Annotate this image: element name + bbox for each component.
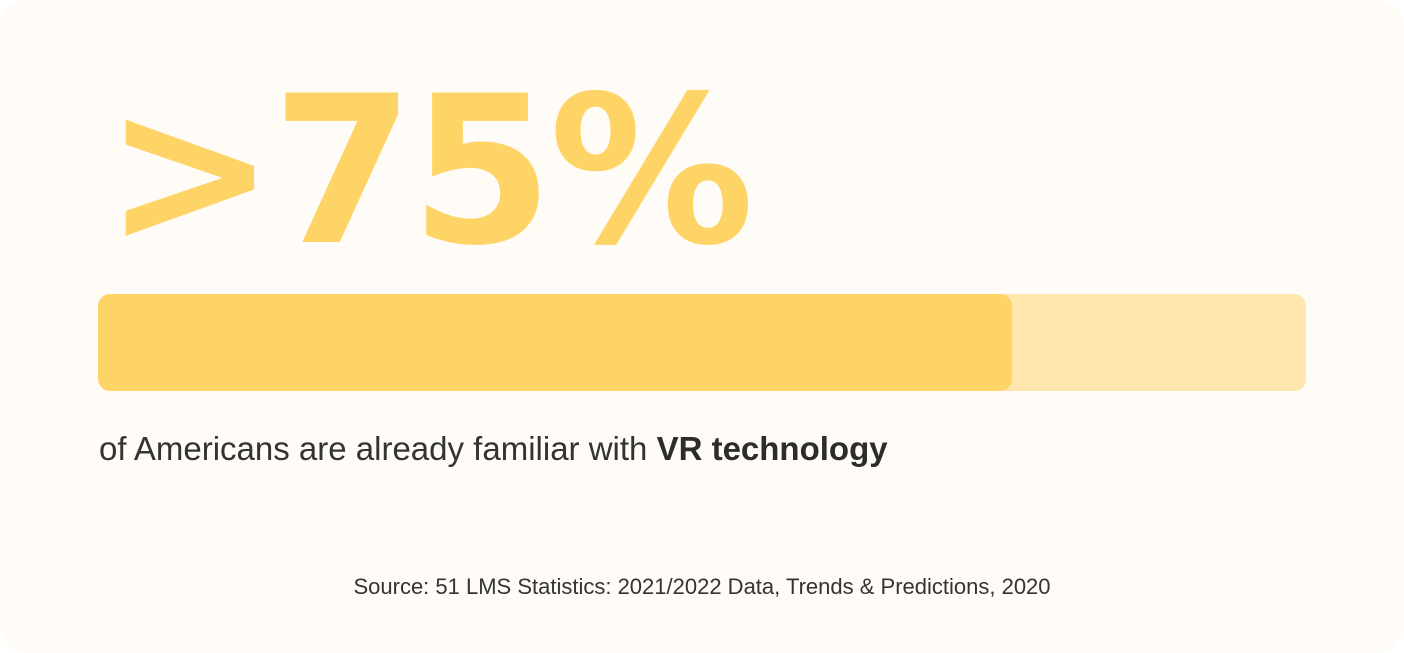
stat-value: >75% [104,53,754,291]
caption-emphasis-text: VR technology [656,430,888,467]
stat-caption: of Americans are already familiar with V… [99,428,888,470]
source-citation: Source: 51 LMS Statistics: 2021/2022 Dat… [353,574,1051,599]
caption-lead-text: of Americans are already familiar with [99,430,648,467]
progress-bar-fill [98,294,1013,391]
progress-bar-track [98,294,1306,391]
